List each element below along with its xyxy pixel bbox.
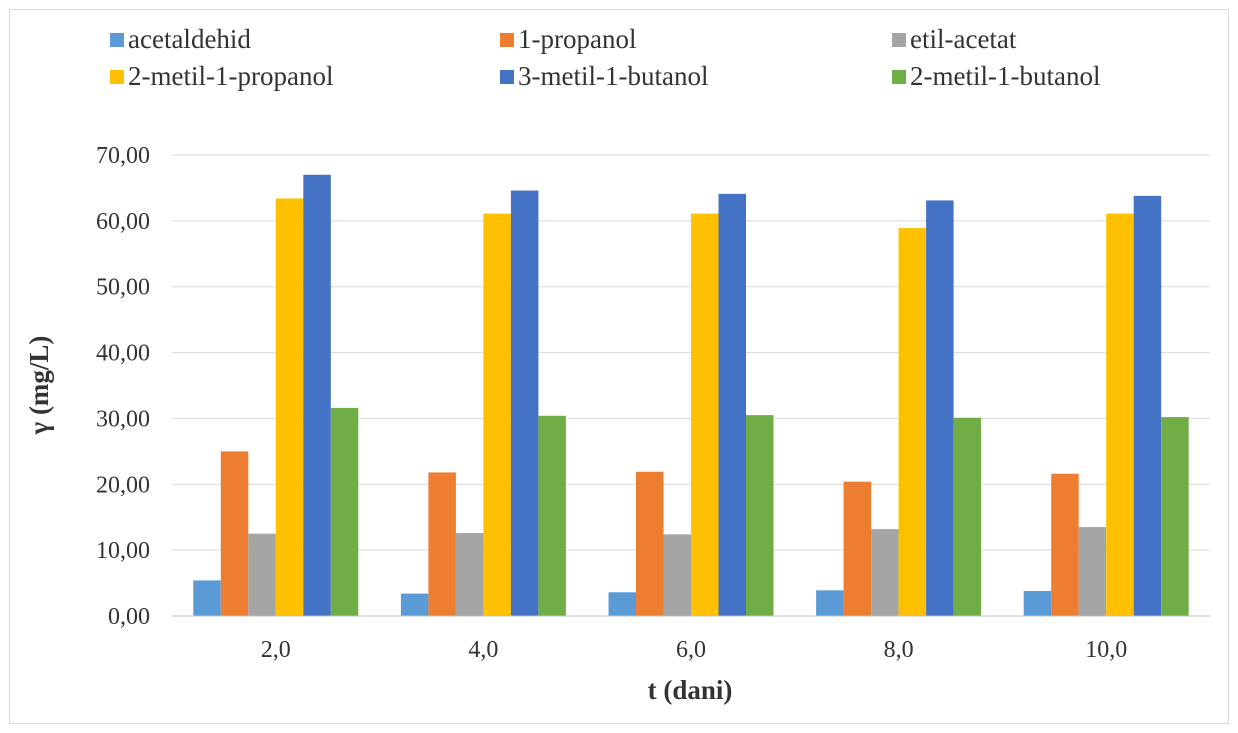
bar-2-metil-1-propanol-8,0 (898, 228, 927, 616)
bar-acetaldehid-8,0 (816, 590, 844, 616)
y-tick-label: 0,00 (108, 604, 150, 630)
bar-1-propanol-2,0 (220, 451, 249, 616)
bar-etil-acetat-4,0 (455, 533, 484, 616)
bar-3-metil-1-butanol-10,0 (1133, 195, 1162, 616)
bar-2-metil-1-butanol-10,0 (1161, 417, 1189, 616)
bar-acetaldehid-2,0 (193, 580, 221, 616)
bar-2-metil-1-butanol-4,0 (538, 415, 566, 616)
bar-2-metil-1-butanol-6,0 (746, 415, 774, 616)
x-axis-title: t (dani) (648, 675, 733, 705)
bar-acetaldehid-4,0 (400, 593, 429, 616)
legend-swatch (110, 70, 124, 84)
y-tick-label: 30,00 (96, 406, 150, 432)
legend-swatch (892, 33, 906, 47)
legend-swatch (500, 33, 514, 47)
x-tick-label: 8,0 (884, 637, 914, 663)
bar-etil-acetat-6,0 (663, 534, 691, 616)
bar-2-metil-1-butanol-2,0 (330, 407, 359, 616)
legend-label: 2-metil-1-butanol (910, 61, 1100, 91)
bar-etil-acetat-2,0 (248, 533, 276, 616)
legend-label: 2-metil-1-propanol (128, 61, 333, 91)
y-tick-label: 50,00 (96, 275, 150, 301)
y-tick-labels: 0,00 10,00 20,00 30,00 40,00 50,00 60,00 70,00 (96, 143, 150, 630)
bar-3-metil-1-butanol-6,0 (718, 193, 746, 616)
bar-etil-acetat-8,0 (871, 529, 899, 616)
bar-2-metil-1-propanol-2,0 (275, 198, 304, 617)
legend-label: acetaldehid (128, 24, 251, 54)
bar-2-metil-1-propanol-10,0 (1106, 213, 1134, 616)
legend: acetaldehid 1-propanol etil-acetat 2-metil-… (110, 24, 1100, 91)
legend-label: 1-propanol (518, 24, 636, 54)
bar-1-propanol-4,0 (428, 472, 456, 616)
bar-3-metil-1-butanol-4,0 (510, 190, 539, 616)
bar-2-metil-1-butanol-8,0 (953, 417, 982, 616)
x-tick-labels: 2,0 4,0 6,0 8,0 10,0 (261, 637, 1127, 663)
y-tick-label: 60,00 (96, 209, 150, 235)
x-tick-label: 2,0 (261, 637, 291, 663)
x-tick-label: 4,0 (468, 637, 498, 663)
x-tick-label: 10,0 (1085, 637, 1127, 663)
y-tick-label: 40,00 (96, 341, 150, 367)
y-tick-label: 20,00 (96, 472, 150, 498)
y-axis-title: γ (mg/L) (24, 336, 54, 436)
bar-2-metil-1-propanol-6,0 (691, 213, 719, 616)
legend-swatch (110, 33, 124, 47)
legend-label: 3-metil-1-butanol (518, 61, 708, 91)
bar-etil-acetat-10,0 (1078, 527, 1107, 616)
bar-1-propanol-10,0 (1051, 473, 1079, 616)
bar-acetaldehid-6,0 (608, 592, 636, 616)
bar-acetaldehid-10,0 (1023, 590, 1052, 616)
legend-label: etil-acetat (910, 24, 1017, 54)
bar-2-metil-1-propanol-4,0 (483, 213, 511, 616)
bar-1-propanol-8,0 (843, 481, 872, 616)
bar-3-metil-1-butanol-2,0 (303, 174, 331, 616)
legend-swatch (892, 70, 906, 84)
y-tick-label: 10,00 (96, 538, 150, 564)
legend-swatch (500, 70, 514, 84)
x-tick-label: 6,0 (676, 637, 706, 663)
y-tick-label: 70,00 (96, 143, 150, 169)
bar-1-propanol-6,0 (636, 471, 664, 616)
bars (193, 174, 1189, 617)
bar-3-metil-1-butanol-8,0 (926, 200, 954, 617)
